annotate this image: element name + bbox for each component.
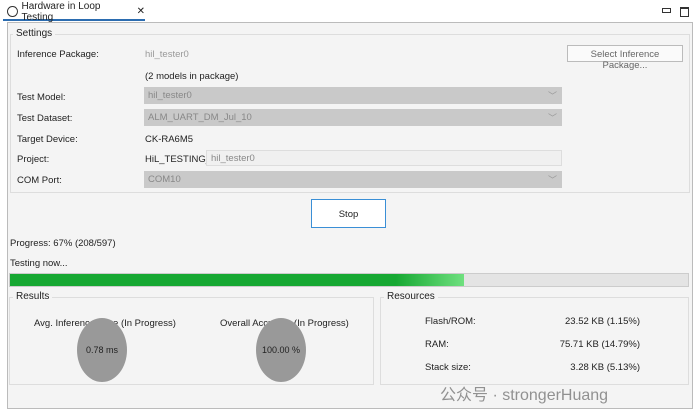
status-text: Testing now... — [10, 258, 68, 269]
chevron-down-icon: ﹀ — [547, 175, 557, 185]
avg-inference-value: 0.78 ms — [85, 345, 118, 355]
minimize-icon[interactable] — [662, 8, 671, 13]
test-model-select[interactable]: hil_tester0 ﹀ — [144, 87, 562, 104]
gauge-icon — [7, 6, 18, 17]
test-model-label: Test Model: — [17, 92, 66, 103]
settings-group — [10, 34, 690, 193]
project-prefix: HiL_TESTING_ — [145, 154, 211, 165]
resources-group — [380, 297, 689, 385]
stop-button[interactable]: Stop — [311, 199, 386, 228]
stack-label: Stack size: — [425, 362, 471, 373]
stack-value: 3.28 KB (5.13%) — [570, 362, 640, 373]
close-icon[interactable]: ✕ — [136, 6, 145, 17]
tab-title: Hardware in Loop Testing — [21, 0, 101, 23]
target-device-label: Target Device: — [17, 134, 78, 145]
com-port-value: COM10 — [148, 174, 181, 185]
flash-label: Flash/ROM: — [425, 316, 476, 327]
overall-accuracy-gauge: 100.00 % — [256, 318, 306, 382]
settings-title: Settings — [13, 28, 56, 39]
com-port-label: COM Port: — [17, 175, 62, 186]
ram-label: RAM: — [425, 339, 449, 350]
project-label: Project: — [17, 154, 50, 165]
chevron-down-icon: ﹀ — [547, 91, 557, 101]
results-group — [9, 297, 374, 385]
com-port-select[interactable]: COM10 ﹀ — [144, 171, 562, 188]
results-title: Results — [13, 291, 53, 302]
test-model-value: hil_tester0 — [148, 90, 192, 101]
select-inference-package-button[interactable]: Select Inference Package... — [567, 45, 683, 71]
chevron-down-icon: ﹀ — [547, 113, 557, 123]
progress-fill — [10, 274, 465, 286]
progress-bar — [9, 273, 689, 287]
progress-text: Progress: 67% (208/597) — [10, 238, 116, 249]
project-name-input[interactable]: hil_tester0 — [206, 150, 562, 166]
target-device-value: CK-RA6M5 — [145, 134, 194, 145]
test-dataset-value: ALM_UART_DM_Jul_10 — [148, 112, 252, 123]
inference-package-value: hil_tester0 — [145, 49, 189, 60]
avg-inference-gauge: 0.78 ms — [77, 318, 127, 382]
resources-title: Resources — [384, 291, 438, 302]
tab-hardware-in-loop-testing[interactable]: Hardware in Loop Testing ✕ — [3, 0, 145, 23]
flash-value: 23.52 KB (1.15%) — [565, 316, 640, 327]
overall-accuracy-value: 100.00 % — [261, 345, 301, 355]
test-dataset-label: Test Dataset: — [17, 113, 73, 124]
test-dataset-select[interactable]: ALM_UART_DM_Jul_10 ﹀ — [144, 109, 562, 126]
watermark: 公众号 · strongerHuang — [440, 387, 609, 404]
maximize-icon[interactable] — [680, 7, 689, 17]
inference-package-label: Inference Package: — [17, 49, 99, 60]
models-note: (2 models in package) — [145, 71, 239, 82]
ram-value: 75.71 KB (14.79%) — [559, 339, 640, 350]
